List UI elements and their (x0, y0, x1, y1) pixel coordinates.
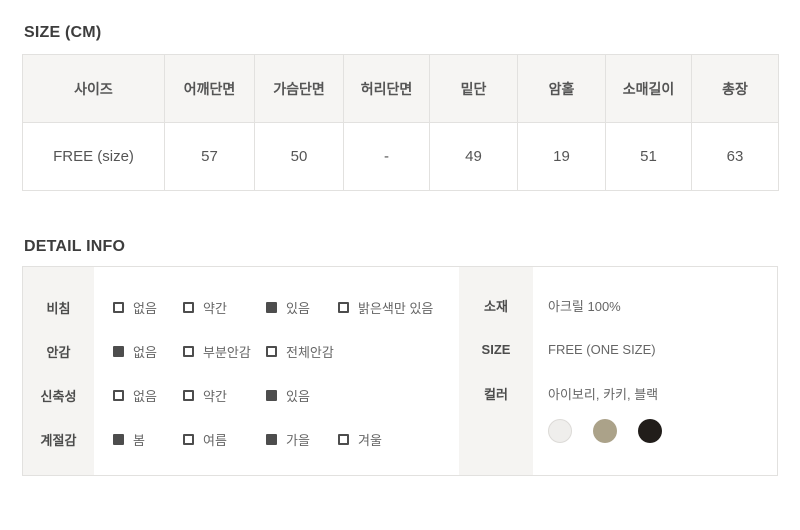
attribute-option-label: 봄 (133, 432, 145, 448)
attribute-option-label: 있음 (286, 388, 310, 404)
checkbox-icon (113, 389, 124, 401)
size-table-cell-waist: - (343, 122, 430, 191)
size-table-cell-shoulder: 57 (164, 122, 255, 191)
attribute-option-label: 겨울 (358, 432, 382, 448)
attribute-option: 봄 (113, 430, 183, 449)
info-label-color: 컬러 (484, 386, 508, 402)
attribute-row-lining: 없음 부분안감 전체안감 (94, 329, 459, 373)
checkbox-icon (113, 301, 124, 313)
attribute-option-label: 없음 (133, 300, 157, 316)
size-table-header-sleeve: 소매길이 (605, 54, 692, 123)
attribute-label-season: 계절감 (40, 432, 77, 448)
attribute-option-label: 전체안감 (286, 344, 334, 360)
attribute-option: 부분안감 (183, 342, 266, 361)
size-table-row: FREE (size) 57 50 - 49 19 51 63 (22, 122, 779, 191)
size-table-header-hem: 밑단 (429, 54, 518, 123)
checkbox-icon (183, 389, 194, 401)
detail-info-box: 비침 안감 신축성 계절감 없음 약간 있음 (22, 266, 778, 476)
attribute-label-stretch: 신축성 (40, 388, 77, 404)
size-table-cell-length: 63 (691, 122, 779, 191)
size-table-header-waist: 허리단면 (343, 54, 430, 123)
checkbox-icon (113, 345, 124, 357)
info-values-column: 아크릴 100% FREE (ONE SIZE) 아이보리, 카키, 블랙 (533, 267, 777, 475)
attribute-option: 약간 (183, 386, 266, 405)
size-table-cell-chest: 50 (254, 122, 344, 191)
attribute-option-label: 밝은색만 있음 (358, 300, 434, 316)
info-label-size: SIZE (481, 341, 511, 357)
size-section-heading: SIZE (CM) (24, 24, 102, 41)
attribute-option: 있음 (266, 386, 338, 405)
attribute-option: 약간 (183, 298, 266, 317)
checkbox-icon (183, 345, 194, 357)
size-table-cell-hem: 49 (429, 122, 518, 191)
attribute-option-label: 없음 (133, 388, 157, 404)
color-swatch-khaki (593, 419, 617, 443)
attribute-option: 없음 (113, 298, 183, 317)
color-swatch-ivory (548, 419, 572, 443)
info-label-material: 소재 (484, 298, 508, 314)
size-table-header-size: 사이즈 (22, 54, 165, 123)
attribute-option-label: 약간 (203, 388, 227, 404)
size-table: 사이즈 어깨단면 가슴단면 허리단면 밑단 암홀 소매길이 총장 FREE (s… (22, 54, 779, 191)
attribute-option: 여름 (183, 430, 266, 449)
size-table-header-shoulder: 어깨단면 (164, 54, 255, 123)
info-value-material: 아크릴 100% (548, 298, 621, 314)
checkbox-icon (113, 433, 124, 445)
attribute-option: 없음 (113, 386, 183, 405)
attribute-row-sheerness: 없음 약간 있음 밝은색만 있음 (94, 285, 459, 329)
size-table-cell-armhole: 19 (517, 122, 606, 191)
color-swatch-group (548, 419, 777, 443)
size-table-cell-size: FREE (size) (22, 122, 165, 191)
checkbox-icon (338, 433, 349, 445)
size-table-header-row: 사이즈 어깨단면 가슴단면 허리단면 밑단 암홀 소매길이 총장 (22, 54, 779, 123)
attribute-row-season: 봄 여름 가을 겨울 (94, 417, 459, 461)
color-swatch-black (638, 419, 662, 443)
attribute-option-label: 여름 (203, 432, 227, 448)
detail-section-heading: DETAIL INFO (24, 238, 126, 255)
attribute-option: 가을 (266, 430, 338, 449)
checkbox-icon (183, 301, 194, 313)
checkbox-icon (266, 433, 277, 445)
size-table-cell-sleeve: 51 (605, 122, 692, 191)
attribute-option-label: 부분안감 (203, 344, 251, 360)
info-value-color: 아이보리, 카키, 블랙 (548, 386, 659, 402)
checkbox-icon (266, 345, 277, 357)
attribute-option-label: 가을 (286, 432, 310, 448)
checkbox-icon (338, 301, 349, 313)
attribute-option-label: 없음 (133, 344, 157, 360)
attribute-option-label: 있음 (286, 300, 310, 316)
attribute-option: 밝은색만 있음 (338, 298, 433, 317)
attribute-options-column: 없음 약간 있음 밝은색만 있음 없음 (94, 267, 459, 475)
info-value-size: FREE (ONE SIZE) (548, 341, 656, 357)
size-table-header-chest: 가슴단면 (254, 54, 344, 123)
attribute-label-lining: 안감 (46, 344, 71, 360)
info-labels-column: 소재 SIZE 컬러 (459, 267, 533, 475)
checkbox-icon (183, 433, 194, 445)
size-table-header-armhole: 암홀 (517, 54, 606, 123)
attribute-option-label: 약간 (203, 300, 227, 316)
checkbox-icon (266, 301, 277, 313)
attribute-option: 겨울 (338, 430, 382, 449)
checkbox-icon (266, 389, 277, 401)
attribute-option: 있음 (266, 298, 338, 317)
attribute-label-sheerness: 비침 (46, 300, 71, 316)
attribute-labels-column: 비침 안감 신축성 계절감 (23, 267, 94, 475)
attribute-option: 전체안감 (266, 342, 338, 361)
attribute-option: 없음 (113, 342, 183, 361)
size-table-header-length: 총장 (691, 54, 779, 123)
attribute-row-stretch: 없음 약간 있음 (94, 373, 459, 417)
